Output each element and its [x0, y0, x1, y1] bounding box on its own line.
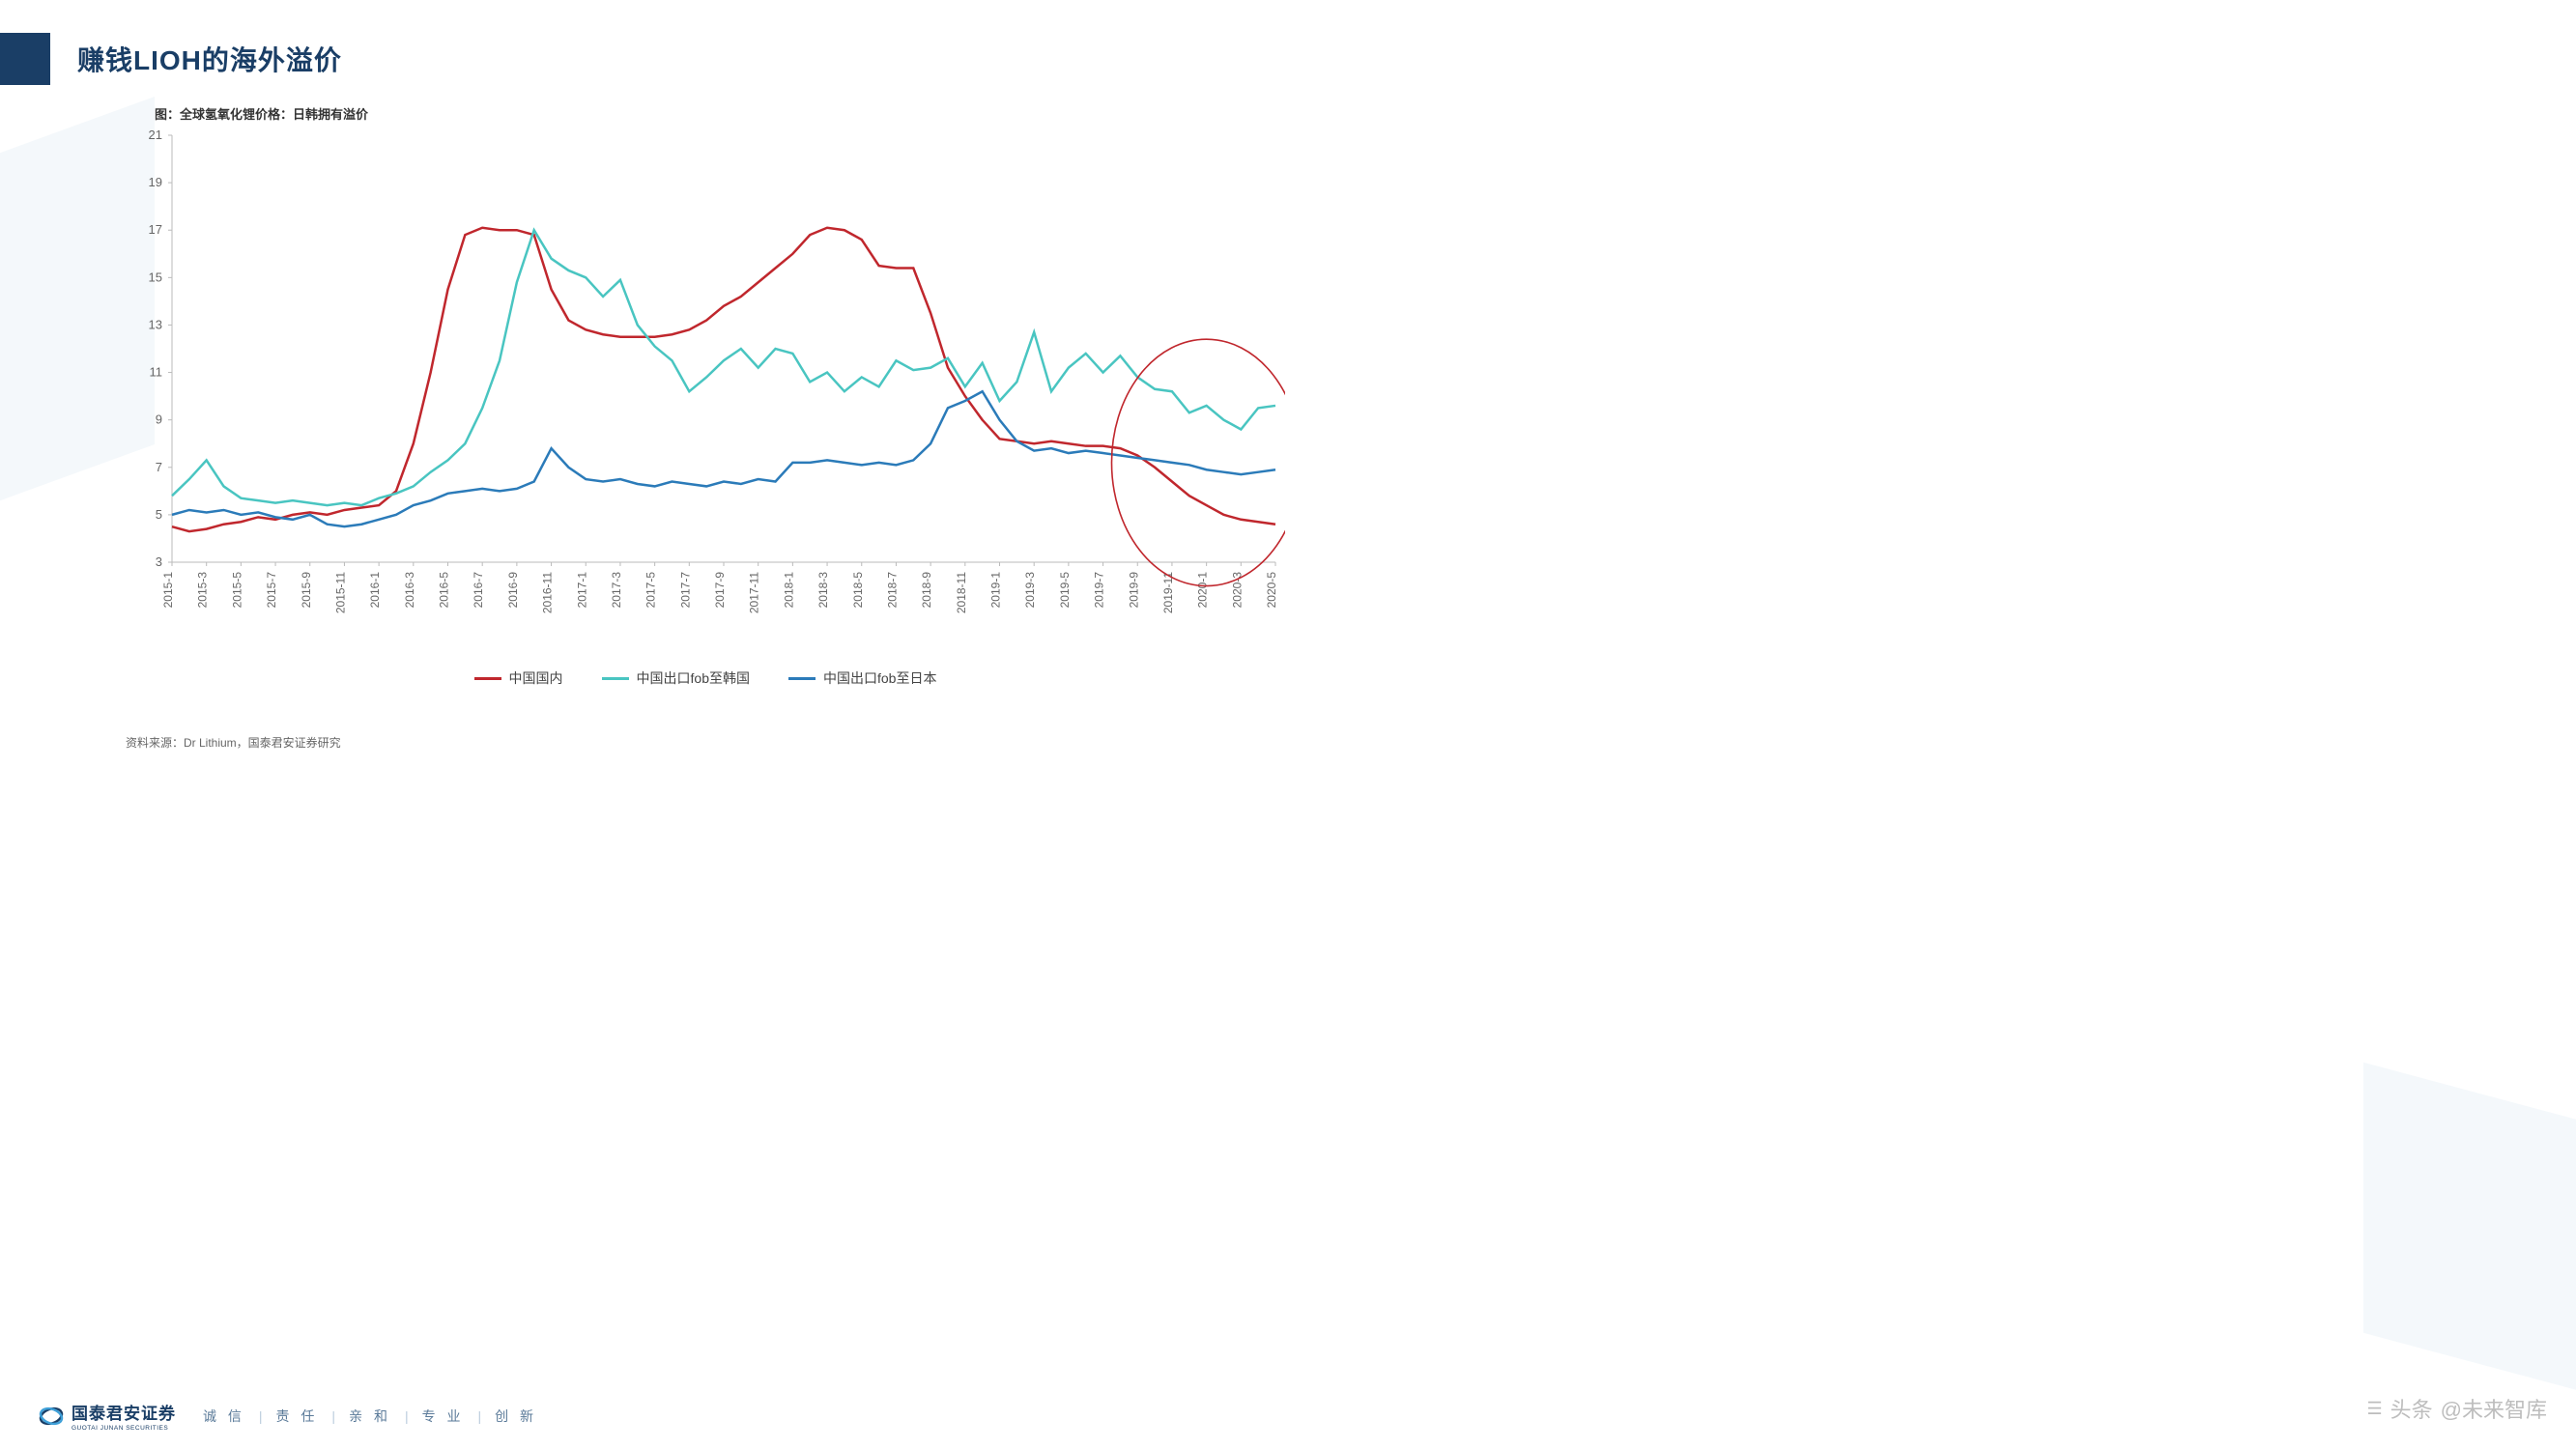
svg-text:2016-7: 2016-7 [472, 572, 485, 609]
value-separator: | [405, 1408, 409, 1424]
logo-text-en: GUOTAI JUNAN SECURITIES [72, 1425, 176, 1432]
svg-text:2020-5: 2020-5 [1265, 572, 1278, 609]
svg-text:2018-7: 2018-7 [885, 572, 899, 609]
svg-text:2018-9: 2018-9 [920, 572, 933, 609]
legend-item: 中国国内 [474, 668, 563, 688]
svg-text:2019-5: 2019-5 [1058, 572, 1072, 609]
footer-values: 诚 信 | 责 任 | 亲 和 | 专 业 | 创 新 [203, 1406, 537, 1426]
svg-text:5: 5 [156, 507, 162, 522]
svg-text:2017-11: 2017-11 [748, 572, 761, 613]
svg-text:3: 3 [156, 554, 162, 569]
line-chart: 3 5 7 9 11 13 15 17 19 21 2015-1 2015-3 2015-5 2015-7… [126, 128, 1285, 678]
svg-text:2017-1: 2017-1 [575, 572, 588, 609]
legend-item: 中国出口fob至韩国 [602, 668, 750, 688]
legend-label: 中国出口fob至韩国 [637, 668, 750, 688]
legend-swatch [602, 677, 629, 680]
svg-text:7: 7 [156, 460, 162, 474]
svg-text:2015-7: 2015-7 [265, 572, 278, 609]
series-line [172, 228, 1275, 531]
value-separator: | [477, 1408, 481, 1424]
svg-text:2016-5: 2016-5 [438, 572, 451, 609]
brand-logo: 国泰君安证券 GUOTAI JUNAN SECURITIES [39, 1400, 176, 1432]
svg-text:2017-7: 2017-7 [678, 572, 692, 609]
legend-swatch [474, 677, 501, 680]
watermark-prefix: 头条 [2390, 1393, 2433, 1424]
bg-decoration [2363, 1063, 2576, 1410]
svg-text:13: 13 [149, 317, 162, 331]
svg-text:15: 15 [149, 270, 162, 284]
chart-subtitle: 图：全球氢氧化锂价格：日韩拥有溢价 [155, 104, 368, 123]
legend-label: 中国出口fob至日本 [823, 668, 936, 688]
chart-container: 3 5 7 9 11 13 15 17 19 21 2015-1 2015-3 2015-5 2015-7… [126, 128, 1285, 678]
series-line [172, 391, 1275, 526]
slide-page: 赚钱LIOH的海外溢价 图：全球氢氧化锂价格：日韩拥有溢价 3 5 7 9 11 13 15… [0, 0, 2576, 1449]
svg-text:2017-9: 2017-9 [713, 572, 727, 609]
title-accent-block [0, 33, 50, 85]
svg-text:2016-9: 2016-9 [506, 572, 520, 609]
svg-text:2019-9: 2019-9 [1127, 572, 1140, 609]
value-separator: | [331, 1408, 335, 1424]
legend-label: 中国国内 [509, 668, 563, 688]
svg-text:2019-7: 2019-7 [1093, 572, 1106, 609]
svg-text:11: 11 [150, 365, 163, 380]
svg-text:2015-9: 2015-9 [300, 572, 313, 609]
chart-legend: 中国国内 中国出口fob至韩国 中国出口fob至日本 [126, 668, 1285, 688]
watermark-text: @未来智库 [2441, 1393, 2547, 1424]
svg-text:2018-3: 2018-3 [816, 572, 830, 609]
svg-text:2020-1: 2020-1 [1196, 572, 1210, 609]
svg-text:2016-1: 2016-1 [368, 572, 382, 609]
value-separator: | [259, 1408, 263, 1424]
svg-text:2017-5: 2017-5 [644, 572, 658, 609]
svg-text:17: 17 [149, 222, 162, 237]
svg-text:2018-5: 2018-5 [851, 572, 865, 609]
title-row: 赚钱LIOH的海外溢价 [0, 33, 342, 85]
footer-value: 诚 信 [203, 1406, 245, 1426]
page-title: 赚钱LIOH的海外溢价 [77, 40, 342, 78]
footer-value: 专 业 [422, 1406, 465, 1426]
svg-text:19: 19 [149, 175, 162, 189]
svg-text:2016-3: 2016-3 [403, 572, 416, 609]
footer-value: 亲 和 [349, 1406, 391, 1426]
logo-text: 国泰君安证券 GUOTAI JUNAN SECURITIES [72, 1400, 176, 1432]
svg-text:2019-1: 2019-1 [989, 572, 1003, 609]
svg-text:2016-11: 2016-11 [541, 572, 555, 613]
logo-text-cn: 国泰君安证券 [72, 1400, 176, 1424]
logo-mark-icon [39, 1404, 64, 1429]
svg-text:2018-11: 2018-11 [955, 572, 968, 613]
footer: 国泰君安证券 GUOTAI JUNAN SECURITIES 诚 信 | 责 任 | 亲… [0, 1400, 2576, 1432]
svg-text:2015-5: 2015-5 [230, 572, 243, 609]
watermark-icon: ☰ [2367, 1399, 2383, 1419]
svg-text:2019-3: 2019-3 [1023, 572, 1037, 609]
footer-value: 创 新 [495, 1406, 537, 1426]
svg-text:2015-11: 2015-11 [333, 572, 347, 613]
legend-item: 中国出口fob至日本 [788, 668, 936, 688]
svg-text:2018-1: 2018-1 [782, 572, 795, 609]
svg-text:21: 21 [149, 128, 162, 142]
legend-swatch [788, 677, 816, 680]
source-note: 资料来源：Dr Lithium，国泰君安证券研究 [126, 734, 341, 751]
svg-text:2015-3: 2015-3 [196, 572, 210, 609]
series-line [172, 230, 1275, 505]
footer-value: 责 任 [276, 1406, 319, 1426]
svg-text:9: 9 [156, 412, 162, 427]
watermark: ☰ 头条 @未来智库 [2367, 1393, 2548, 1424]
svg-text:2017-3: 2017-3 [610, 572, 623, 609]
svg-text:2015-1: 2015-1 [161, 572, 175, 609]
